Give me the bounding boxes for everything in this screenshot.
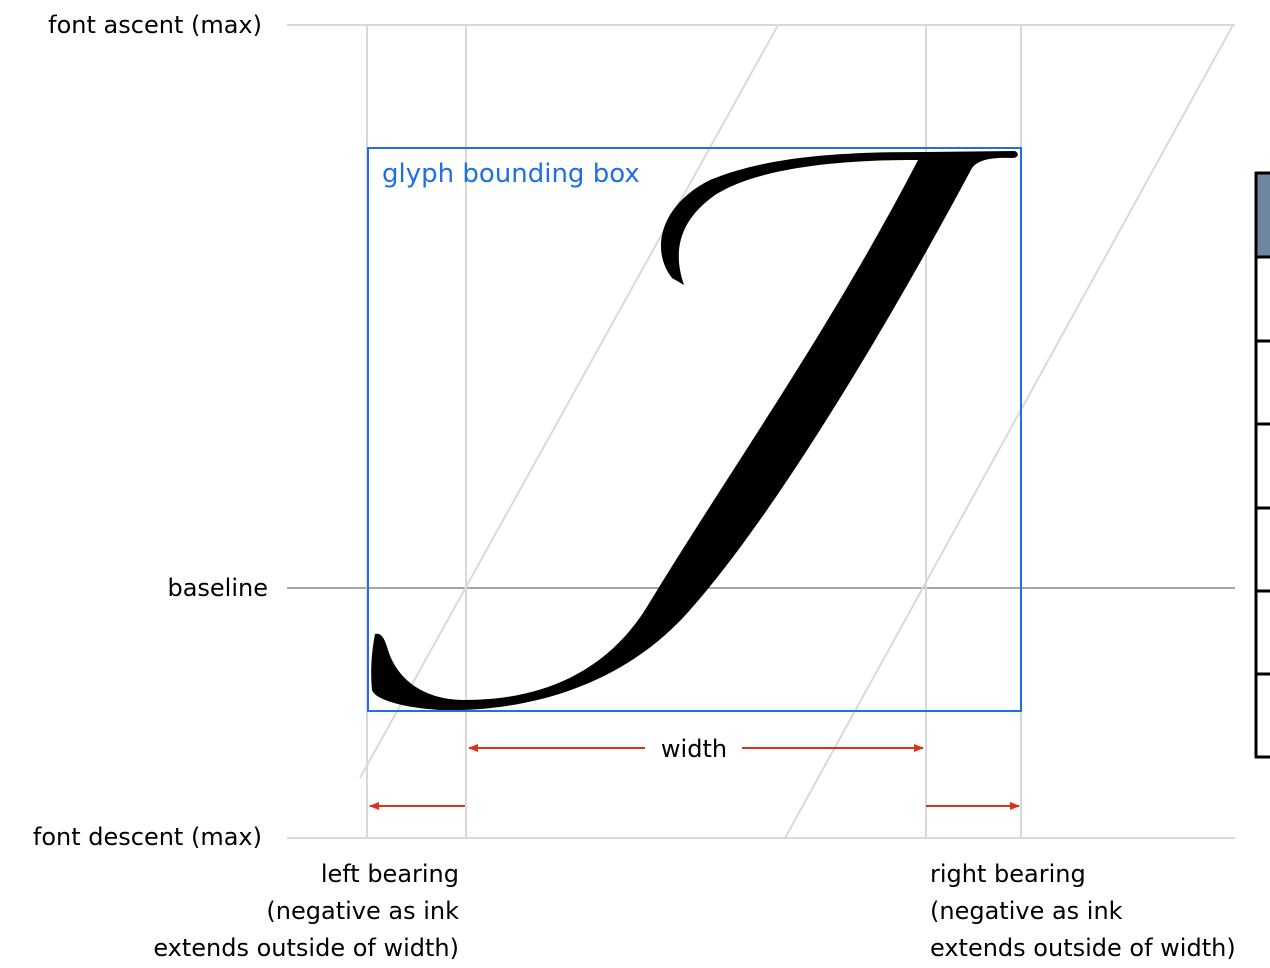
ascent-label: font ascent (max) <box>48 11 262 39</box>
glyph-bounding-box <box>367 147 1022 712</box>
right-bearing-label-line3: extends outside of width) <box>930 934 1236 962</box>
descent-label: font descent (max) <box>33 823 262 851</box>
glyph-j-shape <box>371 151 1018 711</box>
bbox-label: glyph bounding box <box>382 159 640 189</box>
side-table-header <box>1256 173 1270 257</box>
right-bearing-label-line2: (negative as ink <box>930 897 1123 925</box>
side-table <box>1254 171 1270 759</box>
right-bearing-label-line1: right bearing <box>930 860 1086 888</box>
left-bearing-label-line1: left bearing <box>321 860 459 888</box>
left-bearing-label-line3: extends outside of width) <box>153 934 459 962</box>
width-label: width <box>661 735 727 763</box>
baseline-label: baseline <box>167 574 268 602</box>
italic-slant-guide-right <box>784 24 1234 839</box>
italic-slant-guide-left <box>359 24 779 779</box>
left-bearing-label-line2: (negative as ink <box>266 897 459 925</box>
